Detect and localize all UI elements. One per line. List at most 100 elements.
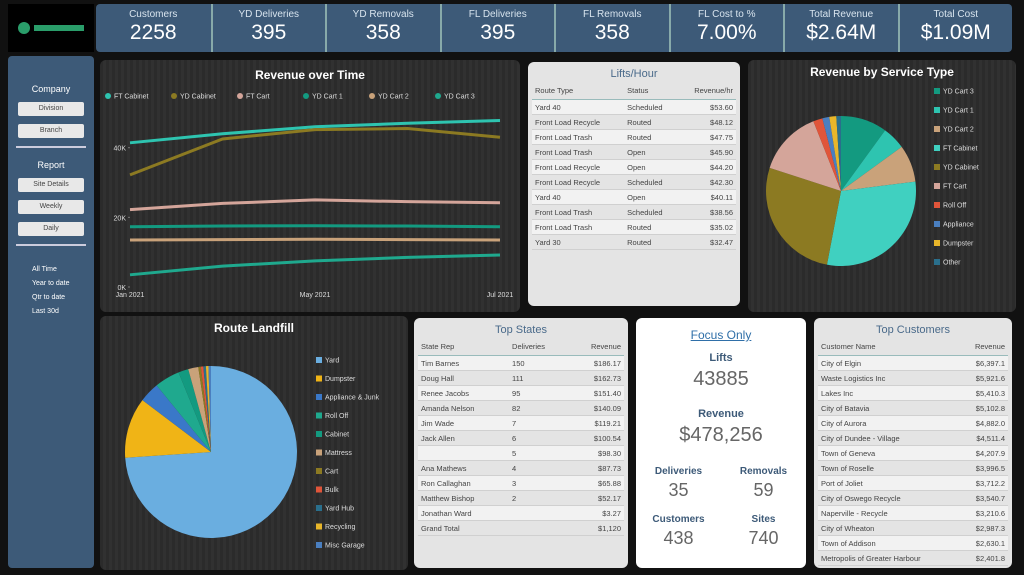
data-table: Route Type Status Revenue/hr Yard 40 Schedul… xyxy=(532,82,736,250)
table-row: City of Elgin $6,397.1 xyxy=(818,355,1008,371)
stat-value: $478,256 xyxy=(679,424,763,446)
table-cell: $47.75 xyxy=(677,129,736,145)
pie-slice xyxy=(841,130,902,191)
table-cell: $5,102.8 xyxy=(959,400,1008,416)
table-cell: $5,410.3 xyxy=(959,385,1008,401)
filter-button[interactable]: Site Details xyxy=(18,178,84,192)
table-cell: 2 xyxy=(509,490,569,506)
legend-marker xyxy=(316,486,322,493)
table-cell: Scheduled xyxy=(624,174,678,190)
kpi-bar: Customers 2258 YD Deliveries 395 YD Removals… xyxy=(96,4,1012,52)
period-option[interactable]: Qtr to date xyxy=(32,294,66,301)
y-tick-label: 20K xyxy=(114,215,127,222)
stat-label: Sites xyxy=(751,514,776,525)
filter-button[interactable]: Branch xyxy=(18,124,84,138)
table-row: Tim Barnes 150 $186.17 xyxy=(418,355,624,371)
legend-marker xyxy=(934,202,940,208)
line-series xyxy=(129,127,501,177)
table-panel: Lifts/Hour Route Type Status Revenue/hr Yard… xyxy=(528,62,740,306)
table-cell: Yard 40 xyxy=(532,189,625,205)
table-row: Doug Hall 111 $162.73 xyxy=(418,370,624,386)
legend-label: Misc Garage xyxy=(325,543,365,550)
table-panel: Top Customers Customer Name Revenue City of… xyxy=(814,318,1012,568)
table-cell: City of Batavia xyxy=(818,400,960,416)
table-cell: $3,540.7 xyxy=(959,490,1008,506)
legend-marker xyxy=(934,126,940,132)
legend-label: Dumpster xyxy=(325,376,356,383)
table-row: Jack Allen 6 $100.54 xyxy=(418,430,624,446)
table-cell: Routed xyxy=(624,129,678,145)
kpi: FL Removals 358 xyxy=(554,4,669,52)
table-cell: $2,630.1 xyxy=(959,535,1008,551)
table-cell: Ron Callaghan xyxy=(418,475,510,491)
legend-label: Other xyxy=(943,260,961,267)
table-title: Lifts/Hour xyxy=(610,68,658,80)
table-row: Yard 30 Routed $32.47 xyxy=(532,234,736,250)
table-row: Town of Roselle $3,996.5 xyxy=(818,460,1008,476)
table-cell: Front Load Trash xyxy=(532,144,625,160)
kpi-label: FL Cost to % xyxy=(698,9,756,20)
period-option[interactable]: All Time xyxy=(32,266,57,273)
kpi: FL Deliveries 395 xyxy=(439,4,555,52)
x-tick-label: Jul 2021 xyxy=(487,292,514,299)
table-cell: Jack Allen xyxy=(418,430,510,446)
table-cell: 5 xyxy=(509,445,569,461)
pie-slice xyxy=(208,366,211,452)
legend-label: Yard Hub xyxy=(325,506,354,513)
pie-slice xyxy=(142,385,211,452)
table-cell: $42.30 xyxy=(677,174,736,190)
table-cell: $35.02 xyxy=(677,219,736,235)
filter-button[interactable]: Weekly xyxy=(18,200,84,214)
pie-slice xyxy=(200,366,211,452)
table-row: Jonathan Ward $3.27 xyxy=(418,505,624,521)
period-option[interactable]: Year to date xyxy=(32,280,70,287)
pie-slice xyxy=(178,369,211,452)
table-row: Ron Callaghan 3 $65.88 xyxy=(418,475,624,491)
pie-slice xyxy=(841,146,916,191)
table-cell: $38.56 xyxy=(677,204,736,220)
period-option[interactable]: Last 30d xyxy=(32,308,59,315)
divider xyxy=(16,146,86,148)
kpi-value: 7.00% xyxy=(696,21,757,44)
legend-label: YD Cart 3 xyxy=(444,94,475,101)
table-cell: Metropolis of Greater Harbour xyxy=(818,550,960,566)
column-header: Customer Name xyxy=(818,338,960,356)
table-cell: Front Load Recycle xyxy=(532,114,625,130)
column-header: Status xyxy=(624,82,678,100)
table-cell: Town of Addison xyxy=(818,535,960,551)
kpi-value: 358 xyxy=(365,21,401,44)
divider xyxy=(16,244,86,246)
table-cell: Ana Mathews xyxy=(418,460,510,476)
filter-button[interactable]: Division xyxy=(18,102,84,116)
kpi-label: Total Revenue xyxy=(809,9,874,20)
table-cell: Front Load Trash xyxy=(532,204,625,220)
table-cell: $186.17 xyxy=(568,355,624,371)
table-cell: City of Elgin xyxy=(818,355,960,371)
table-cell: $162.73 xyxy=(568,370,624,386)
table-row: Naperville - Recycle $3,210.6 xyxy=(818,505,1008,521)
table-cell: $3,210.6 xyxy=(959,505,1008,521)
table-cell xyxy=(418,445,510,461)
kpi-value: 358 xyxy=(594,21,630,44)
table-row: Ana Mathews 4 $87.73 xyxy=(418,460,624,476)
filter-button[interactable]: Daily xyxy=(18,222,84,236)
table-row: Yard 40 Open $40.11 xyxy=(532,189,736,205)
table-row: Lakes Inc $5,410.3 xyxy=(818,385,1008,401)
table-row: City of Oswego Recycle $3,540.7 xyxy=(818,490,1008,506)
pie-chart: Route Landfill Yard Dumpster Appliance & Ju… xyxy=(125,321,380,550)
table-cell: Scheduled xyxy=(624,99,678,115)
stat-label: Customers xyxy=(652,514,705,525)
table-row: Port of Joliet $3,712.2 xyxy=(818,475,1008,491)
table-cell: $2,401.8 xyxy=(959,550,1008,566)
legend-label: Mattress xyxy=(325,450,352,457)
legend-label: Dumpster xyxy=(943,241,974,248)
table-cell: Town of Geneva xyxy=(818,445,960,461)
table-row: 5 $98.30 xyxy=(418,445,624,461)
kpi: Total Revenue $2.64M xyxy=(783,4,898,52)
table-cell: 82 xyxy=(509,400,569,416)
table-cell: City of Aurora xyxy=(818,415,960,431)
table-cell: $45.90 xyxy=(677,144,736,160)
table-cell: Renee Jacobs xyxy=(418,385,510,401)
legend-label: YD Cart 2 xyxy=(378,94,409,101)
table-cell: City of Dundee - Village xyxy=(818,430,960,446)
